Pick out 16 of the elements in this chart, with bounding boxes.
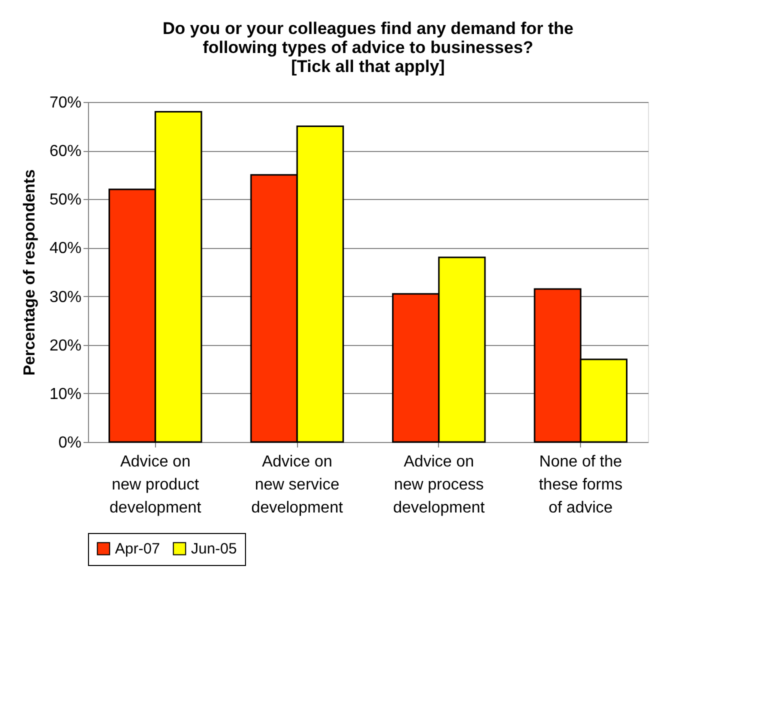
y-tick-label: 70% [49,94,82,112]
x-tick-label: Advice on new product development [110,454,202,516]
chart-title: Do you or your colleagues find any demand for the following types of advice to businesses? [Tick all that apply] [162,19,574,76]
legend-label: Jun-05 [191,540,237,558]
legend-label: Apr-07 [115,540,160,558]
y-tick-label: 30% [49,288,82,306]
y-tick-label: 40% [49,240,82,258]
y-tick-label: 10% [49,386,82,403]
x-tick-label: Advice on new service development [251,454,344,516]
y-tick-label: 20% [49,337,82,354]
y-tick-label: 50% [49,192,82,209]
y-axis-title: Percentage of respondents [21,169,38,376]
y-tick-label: 0% [58,434,82,452]
x-tick-label: None of the these forms of advice [538,454,622,516]
x-tick-label: Advice on new process development [393,454,486,516]
y-tick-label: 60% [49,143,82,160]
